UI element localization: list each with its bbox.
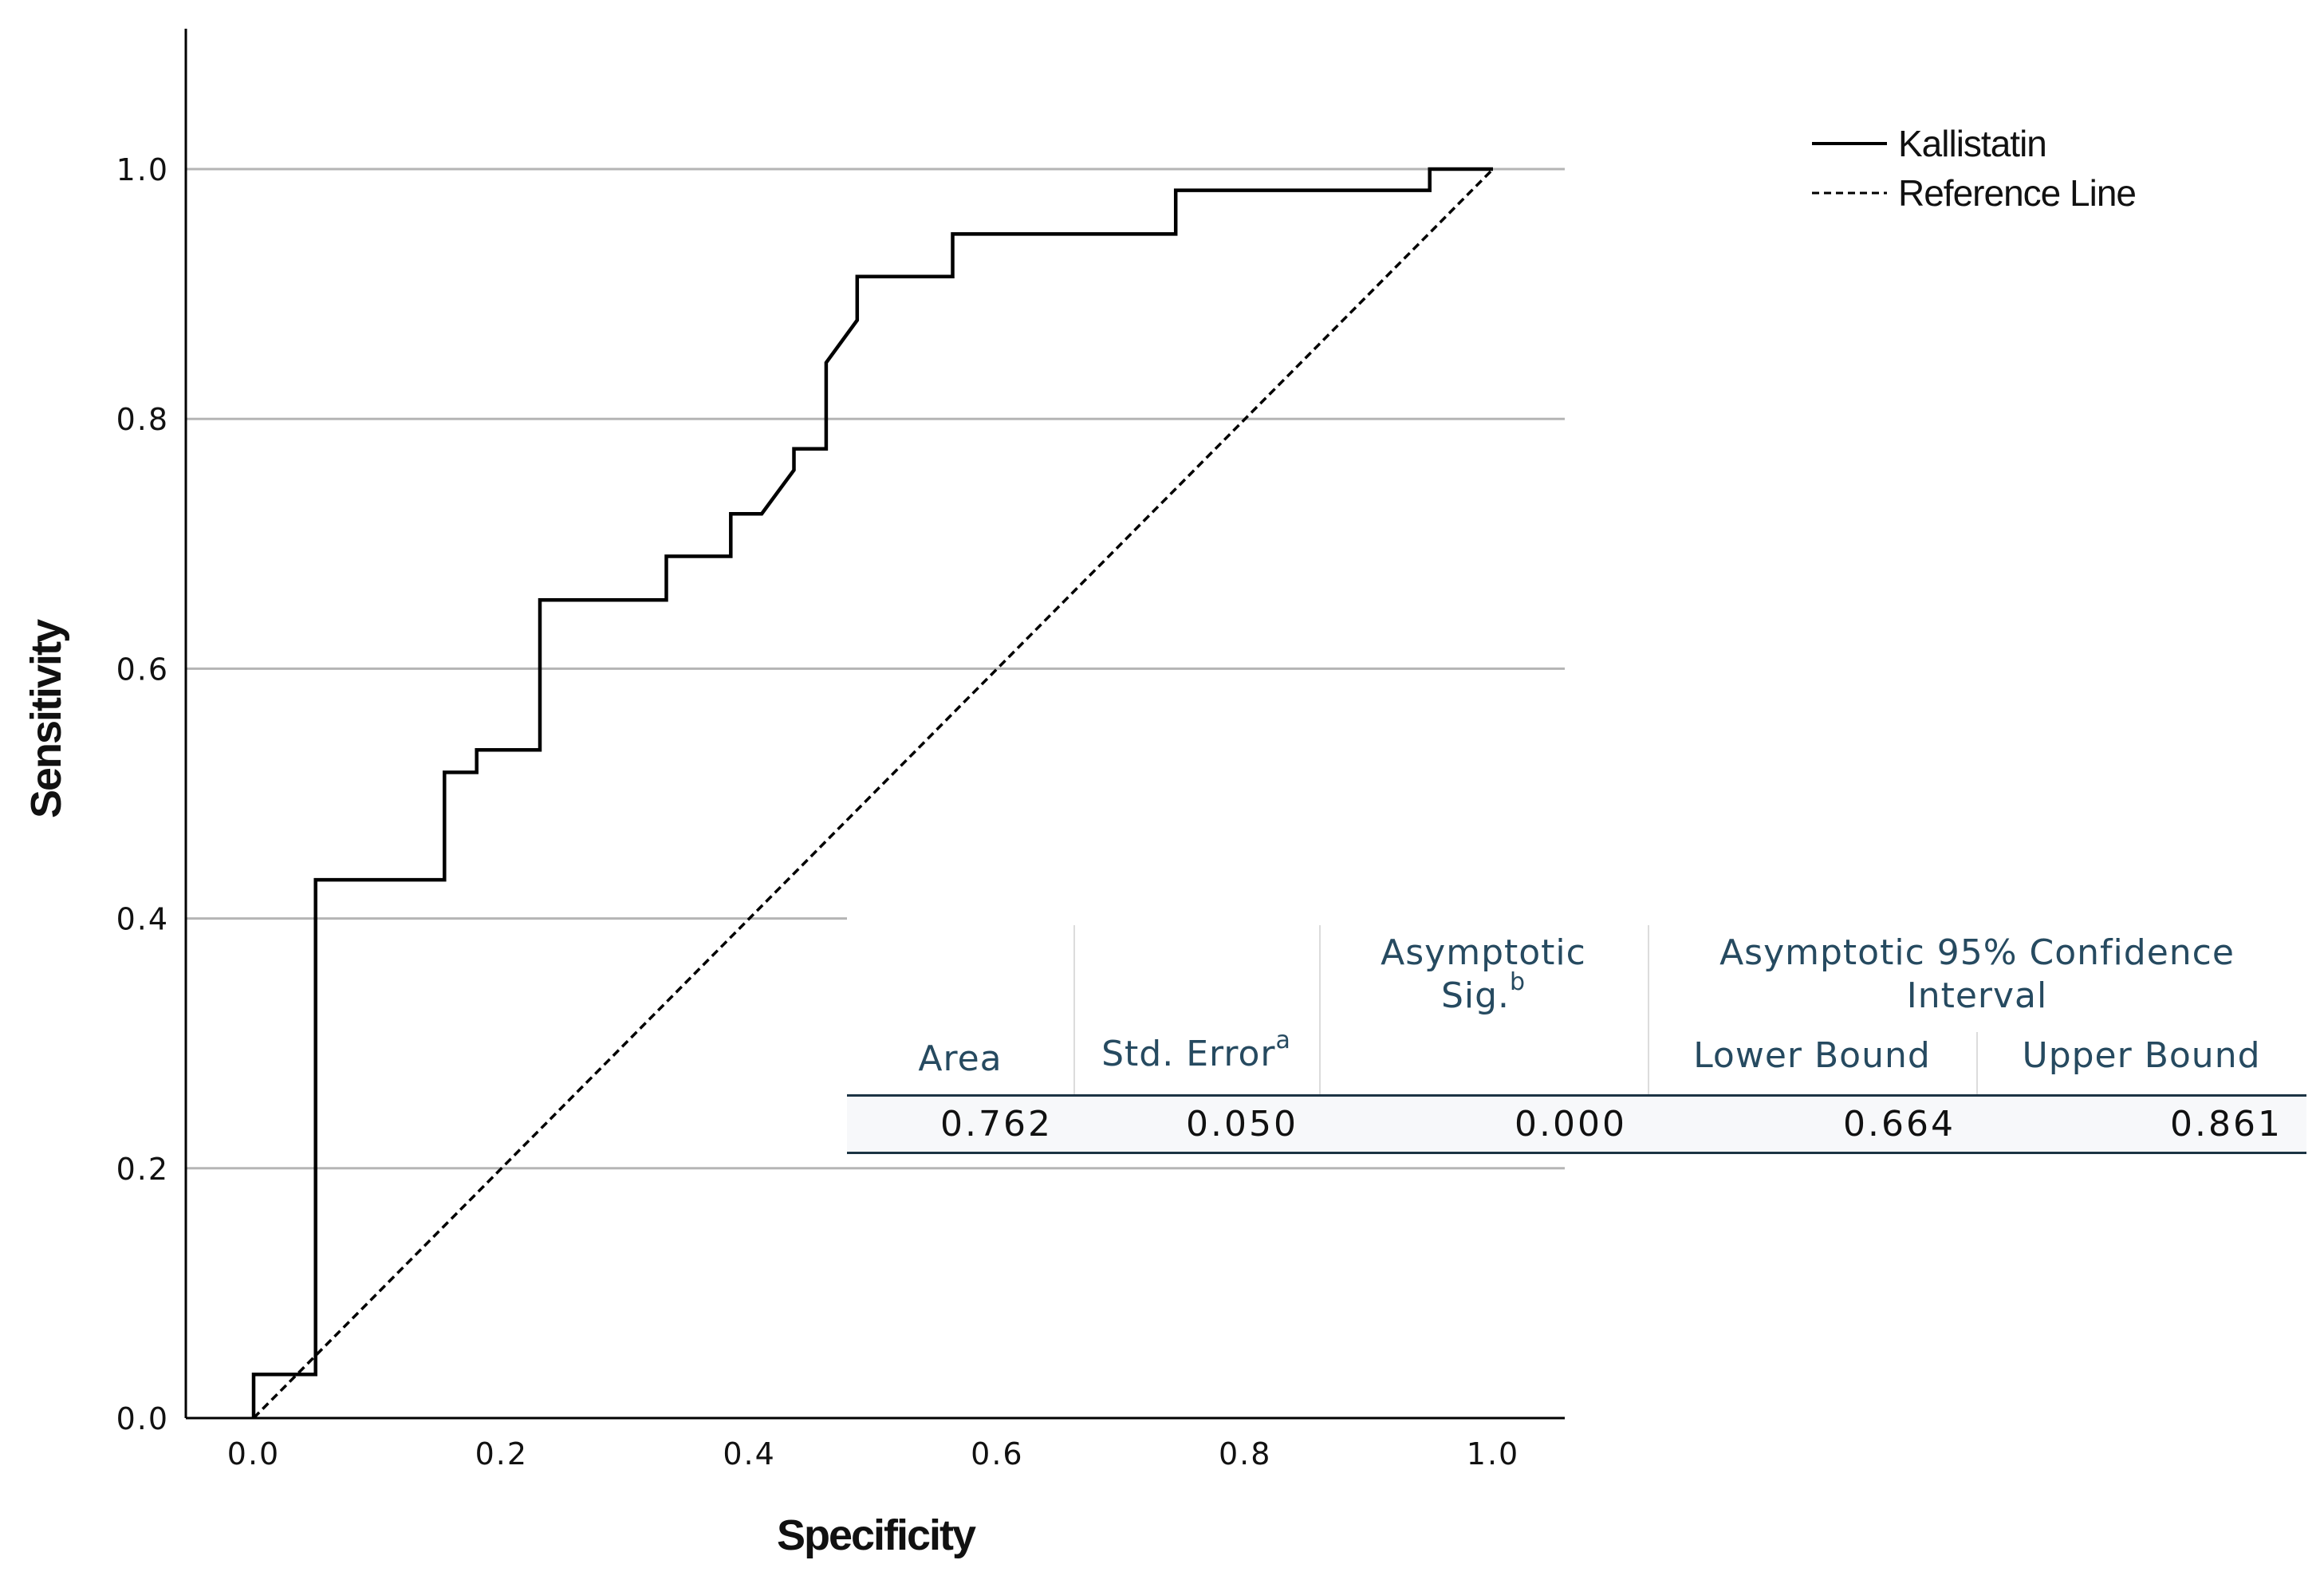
header-lower-bound-label: Lower Bound <box>1693 1035 1931 1076</box>
header-ci-line2: Interval <box>1906 975 2048 1016</box>
table-row <box>847 1096 2306 1152</box>
header-area: Area <box>847 1038 1073 1080</box>
series-line-reference-line <box>252 167 1495 1420</box>
header-area-label: Area <box>918 1038 1002 1079</box>
value-area: 0.762 <box>847 1104 1073 1145</box>
auc-summary-table: Area Std. Errora Asymptotic Sig.b Asympt… <box>847 916 2306 1155</box>
col-divider <box>1976 1032 1978 1152</box>
value-sig-text: 0.000 <box>1515 1104 1627 1145</box>
x-tick-label: 1.0 <box>1467 1436 1519 1472</box>
x-tick-label: 0.8 <box>1219 1436 1271 1472</box>
y-tick-label: 1.0 <box>116 152 169 187</box>
header-sig-line1: Asymptotic <box>1381 932 1586 973</box>
x-tick-label: 0.4 <box>723 1436 775 1472</box>
header-std-error-label: Std. Error <box>1101 1034 1276 1074</box>
legend-label-reference-line: Reference Line <box>1898 172 2136 214</box>
legend-label-kallistatin: Kallistatin <box>1898 123 2046 164</box>
header-upper-bound-label: Upper Bound <box>2022 1035 2261 1076</box>
y-tick-label: 0.4 <box>116 902 169 937</box>
x-tick-label: 0.2 <box>475 1436 528 1472</box>
header-lower-bound: Lower Bound <box>1648 1035 1976 1077</box>
x-axis-label: Specificity <box>777 1511 976 1559</box>
value-lower-bound: 0.664 <box>1648 1104 1976 1145</box>
col-divider <box>1073 925 1075 1152</box>
value-lower-bound-text: 0.664 <box>1843 1104 1956 1145</box>
value-std-error: 0.050 <box>1073 1104 1319 1145</box>
axes <box>184 29 1565 1420</box>
header-ci-line1: Asymptotic 95% Confidence <box>1719 932 2235 973</box>
header-ci: Asymptotic 95% Confidence Interval <box>1648 932 2306 1018</box>
series-line-kallistatin <box>251 167 1493 1418</box>
header-rule <box>847 1094 2306 1097</box>
header-std-error: Std. Errora <box>1073 1029 1319 1075</box>
header-sig: Asymptotic Sig.b <box>1319 932 1648 1018</box>
value-sig: 0.000 <box>1319 1104 1648 1145</box>
legend: Kallistatin Reference Line <box>1812 123 2137 214</box>
x-tick-label: 0.0 <box>227 1436 280 1472</box>
value-upper-bound-text: 0.861 <box>2170 1104 2283 1145</box>
value-std-error-text: 0.050 <box>1186 1104 1298 1145</box>
x-tick-labels: 0.0 0.2 0.4 0.6 0.8 1.0 <box>227 1436 1519 1472</box>
x-tick-label: 0.6 <box>971 1436 1023 1472</box>
col-divider <box>1319 925 1321 1152</box>
y-tick-labels: 0.0 0.2 0.4 0.6 0.8 1.0 <box>116 152 169 1436</box>
y-tick-label: 0.8 <box>116 402 169 437</box>
y-tick-label: 0.6 <box>116 652 169 687</box>
header-sig-line2: Sig. <box>1440 975 1511 1016</box>
y-axis-label: Sensitivity <box>22 619 70 818</box>
bottom-rule <box>847 1152 2306 1154</box>
y-tick-label: 0.2 <box>116 1152 169 1187</box>
col-divider <box>1648 925 1649 1152</box>
value-area-text: 0.762 <box>940 1104 1053 1145</box>
footnote-a: a <box>1275 1026 1291 1054</box>
footnote-b: b <box>1510 968 1526 996</box>
series-lines <box>251 167 1495 1420</box>
value-upper-bound: 0.861 <box>1976 1104 2306 1145</box>
header-upper-bound: Upper Bound <box>1976 1035 2306 1077</box>
y-tick-label: 0.0 <box>116 1401 169 1436</box>
